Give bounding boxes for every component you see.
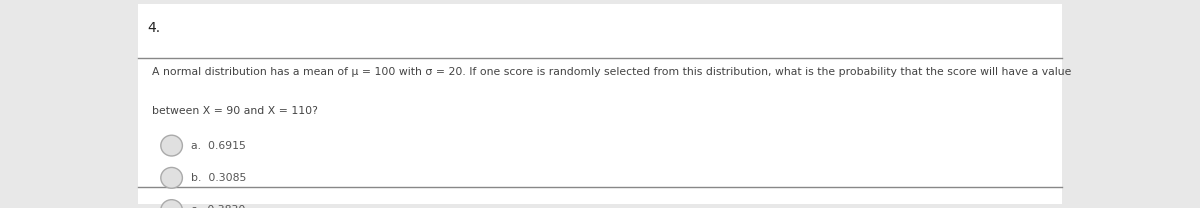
Text: a.  0.6915: a. 0.6915 (191, 141, 246, 151)
Ellipse shape (161, 200, 182, 208)
FancyBboxPatch shape (138, 4, 1062, 204)
Text: between X = 90 and X = 110?: between X = 90 and X = 110? (152, 106, 318, 116)
Text: b.  0.3085: b. 0.3085 (191, 173, 246, 183)
Text: 4.: 4. (148, 21, 161, 35)
Text: c.  0.3830: c. 0.3830 (191, 205, 245, 208)
Ellipse shape (161, 135, 182, 156)
Ellipse shape (161, 167, 182, 188)
Text: A normal distribution has a mean of μ = 100 with σ = 20. If one score is randoml: A normal distribution has a mean of μ = … (152, 67, 1072, 77)
